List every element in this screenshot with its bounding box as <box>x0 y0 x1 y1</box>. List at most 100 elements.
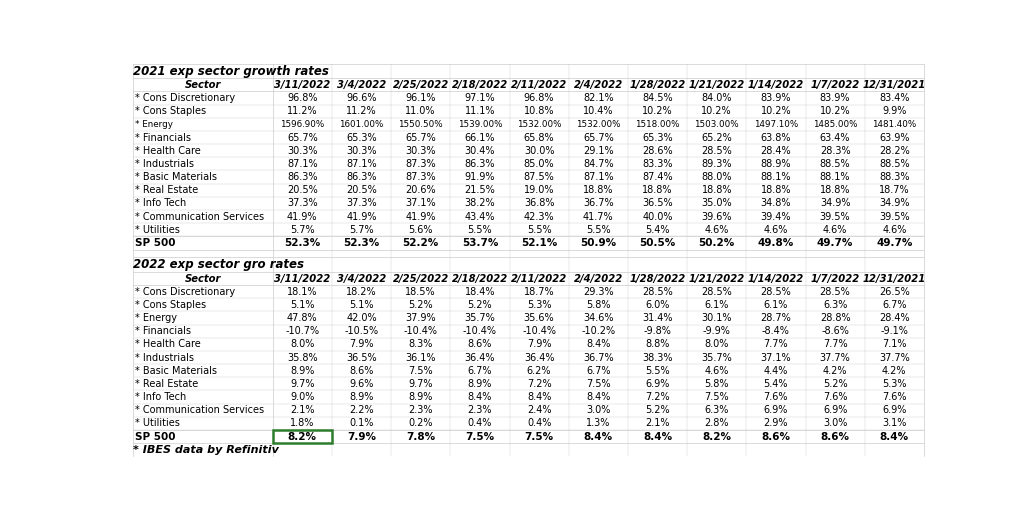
Text: 2.3%: 2.3% <box>468 405 492 415</box>
Text: 84.7%: 84.7% <box>583 159 613 169</box>
Text: 2.1%: 2.1% <box>290 405 314 415</box>
Text: 38.2%: 38.2% <box>465 198 495 209</box>
Text: 8.9%: 8.9% <box>350 392 373 402</box>
Text: 96.1%: 96.1% <box>405 93 436 103</box>
Text: 3/11/2022: 3/11/2022 <box>274 273 330 284</box>
Text: 7.9%: 7.9% <box>350 339 374 349</box>
Text: 8.2%: 8.2% <box>702 432 731 441</box>
Text: 19.0%: 19.0% <box>524 185 555 195</box>
Text: 37.3%: 37.3% <box>287 198 318 209</box>
Text: 87.1%: 87.1% <box>287 159 318 169</box>
Text: -8.4%: -8.4% <box>762 326 790 336</box>
Text: 18.1%: 18.1% <box>287 287 318 297</box>
Text: 65.3%: 65.3% <box>642 132 673 143</box>
Text: 7.5%: 7.5% <box>465 432 495 441</box>
Text: 43.4%: 43.4% <box>465 212 495 221</box>
Text: * Cons Staples: * Cons Staples <box>135 106 206 116</box>
Text: 2.2%: 2.2% <box>350 405 374 415</box>
Text: 18.8%: 18.8% <box>642 185 673 195</box>
Text: 35.7%: 35.7% <box>701 353 732 363</box>
Text: 28.2%: 28.2% <box>879 146 909 156</box>
Text: 12/31/2021: 12/31/2021 <box>863 80 926 90</box>
Text: 0.4%: 0.4% <box>527 418 552 428</box>
Text: 1539.00%: 1539.00% <box>458 120 502 129</box>
Text: 5.5%: 5.5% <box>586 225 610 235</box>
Text: 39.5%: 39.5% <box>820 212 851 221</box>
Text: 41.9%: 41.9% <box>287 212 318 221</box>
Text: 42.0%: 42.0% <box>346 313 376 323</box>
Text: 6.9%: 6.9% <box>645 379 670 389</box>
Text: 5.8%: 5.8% <box>586 300 610 310</box>
Text: 7.8%: 7.8% <box>406 432 435 441</box>
Text: 1/21/2022: 1/21/2022 <box>689 80 744 90</box>
Text: 87.3%: 87.3% <box>405 172 436 182</box>
Text: * Communication Services: * Communication Services <box>135 212 264 221</box>
Text: 6.2%: 6.2% <box>527 366 552 376</box>
Text: 2.1%: 2.1% <box>645 418 670 428</box>
Text: 83.9%: 83.9% <box>761 93 791 103</box>
Text: 8.4%: 8.4% <box>879 432 909 441</box>
Text: 36.7%: 36.7% <box>583 353 613 363</box>
Text: 10.2%: 10.2% <box>820 106 851 116</box>
Text: 8.0%: 8.0% <box>704 339 729 349</box>
Text: 18.5%: 18.5% <box>405 287 436 297</box>
Text: 4.6%: 4.6% <box>764 225 788 235</box>
Text: 7.5%: 7.5% <box>586 379 610 389</box>
Text: 1481.40%: 1481.40% <box>872 120 917 129</box>
Text: -10.7%: -10.7% <box>286 326 320 336</box>
Text: 1/14/2022: 1/14/2022 <box>747 80 804 90</box>
Text: -9.9%: -9.9% <box>703 326 731 336</box>
Text: 36.5%: 36.5% <box>346 353 376 363</box>
Text: 34.6%: 34.6% <box>584 313 613 323</box>
Text: 86.3%: 86.3% <box>346 172 376 182</box>
Text: 7.7%: 7.7% <box>764 339 789 349</box>
Text: 5.8%: 5.8% <box>704 379 729 389</box>
Text: 5.1%: 5.1% <box>350 300 374 310</box>
Text: 4.4%: 4.4% <box>764 366 788 376</box>
Text: 39.5%: 39.5% <box>879 212 909 221</box>
Text: 30.3%: 30.3% <box>405 146 436 156</box>
Text: 28.3%: 28.3% <box>820 146 851 156</box>
Text: 50.5%: 50.5% <box>639 238 675 248</box>
Text: 1/28/2022: 1/28/2022 <box>629 273 686 284</box>
Text: 1532.00%: 1532.00% <box>576 120 621 129</box>
Text: 1485.00%: 1485.00% <box>812 120 858 129</box>
Text: 2/11/2022: 2/11/2022 <box>511 273 567 284</box>
Text: 30.4%: 30.4% <box>465 146 495 156</box>
Text: 28.7%: 28.7% <box>761 313 791 323</box>
Text: 36.4%: 36.4% <box>524 353 555 363</box>
Text: 28.4%: 28.4% <box>879 313 909 323</box>
Text: 88.5%: 88.5% <box>879 159 909 169</box>
Text: * Cons Staples: * Cons Staples <box>135 300 206 310</box>
Text: 31.4%: 31.4% <box>642 313 673 323</box>
Text: 6.3%: 6.3% <box>704 405 729 415</box>
Text: 2.8%: 2.8% <box>704 418 729 428</box>
Text: 8.4%: 8.4% <box>468 392 492 402</box>
Text: 9.7%: 9.7% <box>408 379 433 389</box>
Text: 1/7/2022: 1/7/2022 <box>810 273 860 284</box>
Text: 39.4%: 39.4% <box>761 212 791 221</box>
Text: 63.4%: 63.4% <box>820 132 851 143</box>
Text: 6.9%: 6.9% <box>823 405 847 415</box>
Text: 88.9%: 88.9% <box>761 159 791 169</box>
Text: 5.7%: 5.7% <box>350 225 374 235</box>
Text: SP 500: SP 500 <box>135 238 175 248</box>
Text: 29.3%: 29.3% <box>583 287 613 297</box>
Text: 9.0%: 9.0% <box>290 392 314 402</box>
Text: 49.8%: 49.8% <box>758 238 794 248</box>
Text: 0.4%: 0.4% <box>468 418 492 428</box>
Text: 34.8%: 34.8% <box>761 198 791 209</box>
Text: * Info Tech: * Info Tech <box>135 198 187 209</box>
Text: 5.3%: 5.3% <box>527 300 552 310</box>
Text: 37.1%: 37.1% <box>405 198 436 209</box>
Text: 86.3%: 86.3% <box>465 159 495 169</box>
Text: 30.1%: 30.1% <box>701 313 732 323</box>
Text: 1550.50%: 1550.50% <box>398 120 443 129</box>
Text: 88.0%: 88.0% <box>701 172 732 182</box>
Text: 3/4/2022: 3/4/2022 <box>337 80 387 90</box>
Text: 18.4%: 18.4% <box>465 287 495 297</box>
Text: 18.8%: 18.8% <box>701 185 732 195</box>
Text: 1.3%: 1.3% <box>586 418 610 428</box>
Text: 5.2%: 5.2% <box>823 379 847 389</box>
Text: 2/4/2022: 2/4/2022 <box>573 80 623 90</box>
